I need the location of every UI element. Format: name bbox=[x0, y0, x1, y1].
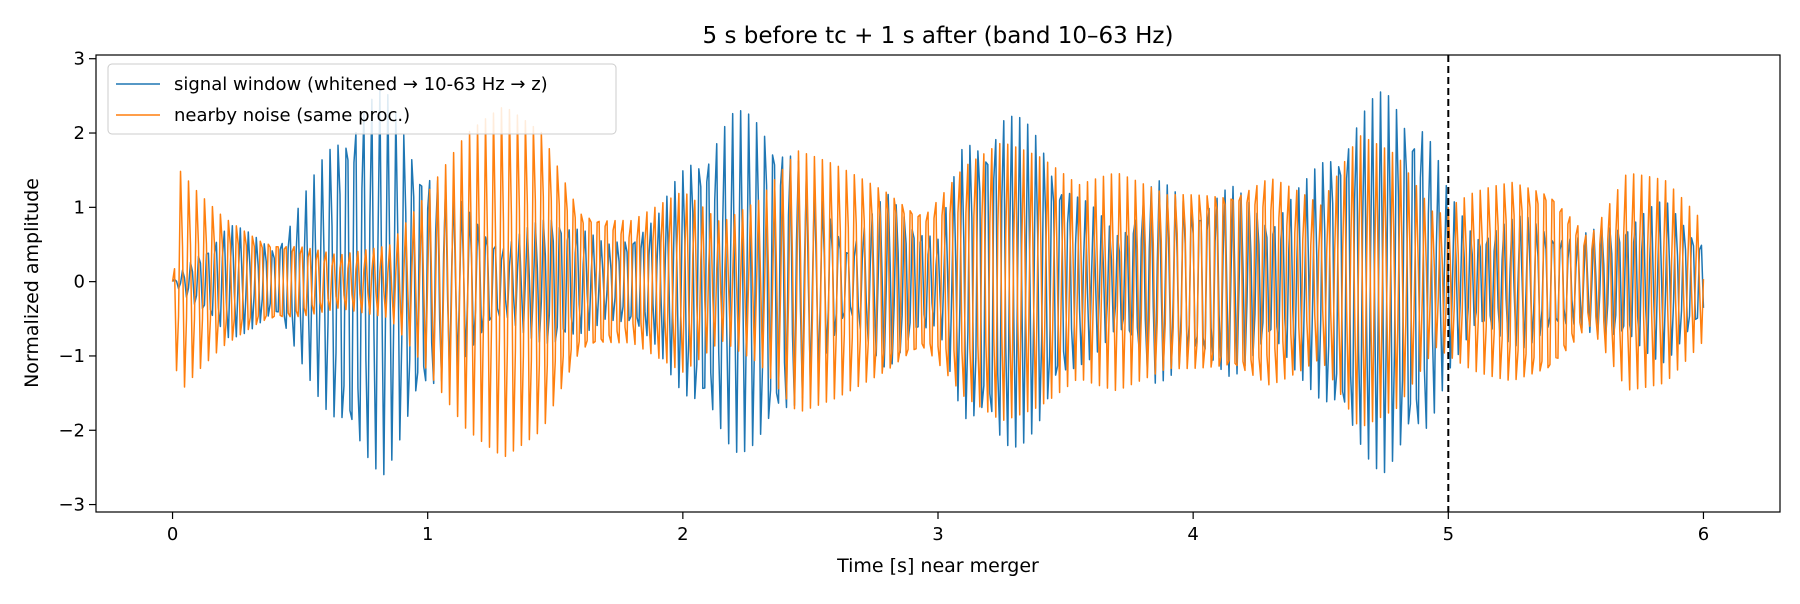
y-tick-label: −1 bbox=[58, 346, 85, 367]
x-tick-label: 2 bbox=[677, 524, 688, 545]
legend: signal window (whitened → 10-63 Hz → z) … bbox=[107, 63, 617, 135]
legend-label-signal: signal window (whitened → 10-63 Hz → z) bbox=[174, 74, 548, 95]
x-tick-label: 6 bbox=[1698, 524, 1709, 545]
chart-title: 5 s before tc + 1 s after (band 10–63 Hz… bbox=[703, 23, 1174, 49]
legend-label-noise: nearby noise (same proc.) bbox=[174, 105, 410, 126]
y-tick-label: 3 bbox=[74, 49, 85, 70]
y-tick-label: 1 bbox=[74, 197, 85, 218]
x-axis: 0 1 2 3 4 5 6 bbox=[167, 512, 1709, 545]
y-axis: −3 −2 −1 0 1 2 3 bbox=[58, 49, 96, 516]
x-tick-label: 4 bbox=[1187, 524, 1198, 545]
legend-box bbox=[107, 63, 617, 135]
y-tick-label: 0 bbox=[74, 272, 85, 293]
y-tick-label: −2 bbox=[58, 420, 85, 441]
x-axis-label: Time [s] near merger bbox=[836, 555, 1039, 577]
x-tick-label: 0 bbox=[167, 524, 178, 545]
x-tick-label: 3 bbox=[932, 524, 943, 545]
y-axis-label: Normalized amplitude bbox=[21, 178, 43, 388]
y-tick-label: −3 bbox=[58, 495, 85, 516]
x-tick-label: 5 bbox=[1443, 524, 1454, 545]
series-line-noise bbox=[171, 107, 1705, 458]
y-tick-label: 2 bbox=[74, 123, 85, 144]
x-tick-label: 1 bbox=[422, 524, 433, 545]
